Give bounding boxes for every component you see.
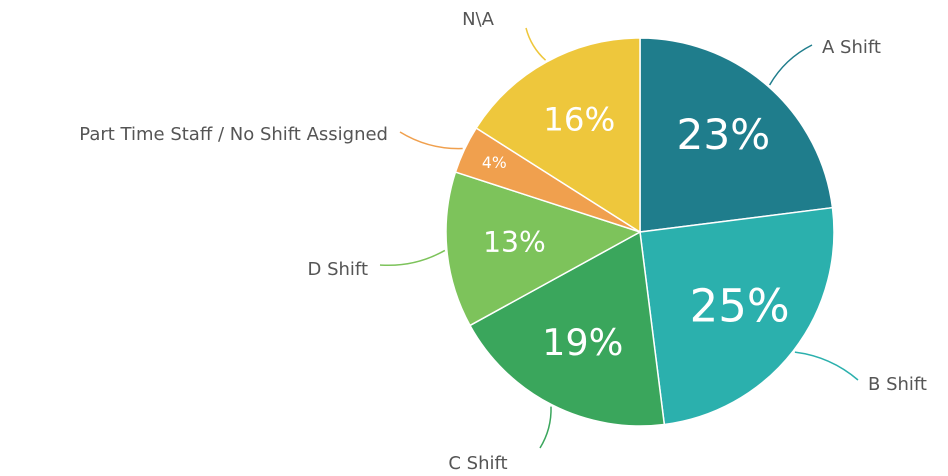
leader-line: [539, 406, 552, 449]
pie-slice: [639, 206, 835, 426]
category-label: Part Time Staff / No Shift Assigned: [79, 124, 388, 145]
slice-label: 25%: [690, 279, 790, 332]
pie-slice: [445, 171, 642, 327]
slice-label: 13%: [483, 226, 546, 259]
slice-label: 16%: [543, 100, 615, 138]
category-label: N\A: [462, 9, 495, 30]
leader-line: [379, 249, 446, 267]
category-label: D Shift: [308, 259, 369, 280]
leader-line: [525, 27, 547, 61]
category-label: A Shift: [822, 37, 881, 58]
slice-label: 23%: [677, 110, 771, 159]
leader-line: [768, 44, 813, 86]
leader-line: [399, 131, 463, 150]
slice-label: 19%: [542, 321, 623, 364]
category-label: B Shift: [868, 374, 927, 395]
pie-slice: [475, 37, 641, 234]
category-label: C Shift: [448, 453, 507, 474]
leader-line: [794, 351, 859, 381]
slice-label: 4%: [482, 154, 507, 172]
pie-slice: [639, 37, 834, 233]
pie-slice: [468, 230, 666, 427]
